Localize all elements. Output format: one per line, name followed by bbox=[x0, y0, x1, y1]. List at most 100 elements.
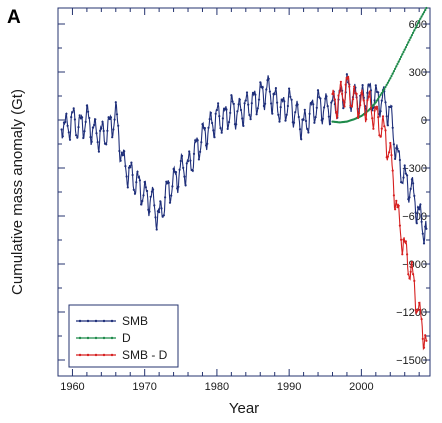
data-point bbox=[418, 19, 421, 22]
data-point bbox=[142, 194, 145, 197]
data-point bbox=[401, 53, 404, 56]
data-point bbox=[201, 123, 204, 126]
data-point bbox=[282, 98, 285, 101]
data-point bbox=[81, 116, 84, 119]
data-point bbox=[386, 124, 389, 127]
data-point bbox=[239, 108, 243, 112]
data-point bbox=[396, 147, 399, 150]
data-point bbox=[67, 131, 70, 134]
data-point bbox=[314, 116, 317, 119]
data-point bbox=[326, 105, 329, 108]
data-point bbox=[137, 176, 140, 179]
data-point bbox=[402, 50, 405, 54]
data-point bbox=[400, 238, 403, 241]
data-point bbox=[113, 118, 116, 121]
data-point bbox=[300, 138, 303, 141]
x-axis-title: Year bbox=[229, 400, 259, 417]
data-point bbox=[372, 127, 375, 130]
data-point bbox=[341, 92, 344, 95]
data-point bbox=[83, 130, 86, 133]
data-point bbox=[105, 143, 108, 146]
data-point bbox=[90, 140, 93, 143]
data-point bbox=[97, 150, 100, 153]
data-point bbox=[377, 91, 380, 94]
data-point bbox=[146, 189, 149, 193]
data-point bbox=[65, 112, 68, 115]
data-point bbox=[315, 106, 318, 109]
legend-swatch-point bbox=[102, 336, 106, 340]
data-point bbox=[353, 85, 356, 88]
data-point bbox=[420, 15, 423, 18]
data-point bbox=[403, 164, 406, 167]
data-point bbox=[244, 99, 247, 102]
data-point bbox=[421, 232, 424, 235]
data-point bbox=[107, 116, 110, 119]
data-point bbox=[390, 74, 393, 78]
data-point bbox=[329, 122, 332, 126]
legend-swatch-point bbox=[86, 336, 90, 340]
data-point bbox=[199, 150, 202, 153]
data-point bbox=[397, 150, 400, 153]
data-point bbox=[412, 273, 415, 276]
data-point bbox=[374, 107, 377, 110]
data-point bbox=[102, 129, 105, 133]
data-point bbox=[307, 131, 310, 134]
data-point bbox=[144, 186, 147, 189]
data-point bbox=[245, 91, 249, 94]
data-point bbox=[333, 98, 336, 101]
data-point bbox=[304, 119, 308, 123]
data-point bbox=[165, 180, 168, 183]
data-point bbox=[321, 117, 324, 120]
legend-swatch-point bbox=[78, 336, 82, 340]
data-point bbox=[123, 150, 126, 153]
data-point bbox=[106, 129, 109, 132]
data-point bbox=[118, 149, 121, 153]
data-point bbox=[148, 210, 151, 213]
legend-swatch-point bbox=[86, 319, 90, 323]
data-point bbox=[412, 182, 415, 185]
data-point bbox=[381, 90, 385, 93]
data-point bbox=[267, 77, 270, 80]
data-point bbox=[232, 102, 235, 105]
data-point bbox=[241, 117, 244, 120]
data-point bbox=[155, 228, 158, 231]
data-point bbox=[395, 199, 398, 202]
data-point bbox=[132, 188, 135, 191]
data-point bbox=[323, 106, 326, 109]
data-point bbox=[416, 206, 420, 209]
data-point bbox=[115, 113, 119, 116]
data-point bbox=[410, 34, 413, 37]
data-point bbox=[164, 196, 167, 199]
x-axis-ticks: 1960 1970 1980 1990 2000 bbox=[60, 8, 420, 393]
data-point bbox=[406, 174, 409, 177]
data-point bbox=[425, 6, 428, 10]
data-point bbox=[384, 101, 387, 104]
data-point bbox=[361, 93, 364, 96]
data-point bbox=[401, 253, 404, 256]
data-point bbox=[256, 107, 259, 110]
data-point bbox=[213, 136, 216, 139]
data-point bbox=[392, 143, 395, 146]
data-point bbox=[355, 92, 358, 95]
data-point bbox=[243, 102, 246, 105]
data-point bbox=[416, 22, 420, 25]
series-smb bbox=[60, 73, 428, 245]
data-point bbox=[409, 36, 412, 39]
data-point bbox=[403, 48, 406, 51]
data-point bbox=[112, 128, 115, 131]
data-point bbox=[418, 208, 421, 211]
data-point bbox=[111, 136, 114, 139]
data-point bbox=[180, 154, 184, 157]
data-point bbox=[302, 118, 305, 121]
data-point bbox=[410, 261, 413, 264]
data-point bbox=[389, 77, 392, 80]
x-tick-label: 2000 bbox=[349, 381, 373, 393]
data-point bbox=[422, 346, 426, 349]
data-point bbox=[366, 91, 369, 94]
data-point bbox=[129, 166, 132, 169]
data-point bbox=[290, 98, 293, 101]
data-point bbox=[84, 120, 87, 123]
data-point bbox=[298, 128, 302, 131]
data-point bbox=[125, 175, 128, 178]
data-point bbox=[409, 187, 412, 190]
